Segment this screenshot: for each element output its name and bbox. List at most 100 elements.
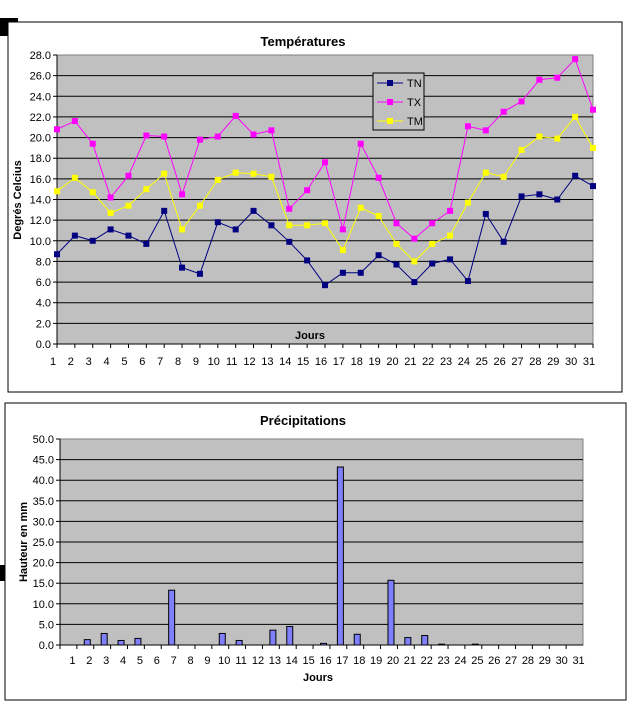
data-point-TN (196, 270, 203, 277)
x-tick-label: 25 (476, 356, 488, 368)
x-tick-label: 15 (303, 655, 315, 667)
y-tick-label: 45.0 (33, 455, 54, 467)
data-point-TX (89, 140, 96, 147)
x-tick-label: 3 (103, 655, 109, 667)
x-tick-label: 18 (353, 655, 365, 667)
data-point-TM (71, 174, 78, 181)
x-tick-label: 17 (333, 356, 345, 368)
data-point-TX (411, 235, 418, 242)
data-point-TM (411, 258, 418, 265)
x-tick-label: 31 (572, 655, 584, 667)
y-tick-label: 28.0 (30, 50, 51, 62)
x-tick-label: 2 (68, 356, 74, 368)
data-point-TN (107, 226, 114, 233)
x-tick-label: 6 (139, 356, 145, 368)
data-point-TN (447, 256, 454, 263)
data-point-TX (536, 76, 543, 83)
y-tick-label: 18.0 (30, 153, 51, 165)
y-tick-label: 30.0 (33, 516, 54, 528)
data-point-TM (143, 186, 150, 193)
data-point-TM (304, 222, 311, 229)
x-tick-label: 11 (235, 655, 246, 667)
y-tick-label: 50.0 (33, 434, 54, 446)
data-point-TX (179, 191, 186, 198)
data-point-TM (339, 247, 346, 254)
data-point-TX (232, 112, 239, 119)
x-tick-label: 20 (386, 356, 398, 368)
x-tick-label: 31 (583, 356, 595, 368)
x-tick-label: 18 (351, 356, 363, 368)
data-point-TN (125, 232, 132, 239)
y-tick-label: 4.0 (36, 298, 51, 310)
x-tick-label: 4 (104, 356, 110, 368)
x-tick-label: 13 (269, 655, 281, 667)
data-point-TN (464, 278, 471, 285)
x-tick-label: 19 (370, 655, 382, 667)
data-point-TX (500, 108, 507, 115)
data-point-TX (572, 56, 579, 63)
data-point-TM (500, 173, 507, 180)
x-tick-label: 27 (505, 655, 517, 667)
x-tick-label: 3 (86, 356, 92, 368)
data-point-TM (447, 232, 454, 239)
x-tick-label: 5 (137, 655, 143, 667)
data-point-TM (536, 133, 543, 140)
x-tick-label: 29 (539, 655, 551, 667)
data-point-TM (232, 169, 239, 176)
data-point-TX (357, 140, 364, 147)
y-tick-label: 0.0 (39, 640, 54, 652)
legend-label: TN (407, 78, 422, 90)
bar (269, 629, 277, 646)
x-tick-label: 12 (252, 655, 264, 667)
y-tick-label: 10.0 (33, 599, 54, 611)
data-point-TM (268, 173, 275, 180)
data-point-TM (89, 189, 96, 196)
bar (336, 466, 344, 646)
data-point-TM (322, 220, 328, 227)
data-point-TX (464, 123, 471, 130)
data-point-TN (518, 193, 525, 200)
data-point-TN (339, 269, 346, 276)
data-point-TX (322, 159, 328, 166)
data-point-TN (161, 207, 168, 214)
y-tick-label: 10.0 (30, 236, 51, 248)
bar (218, 632, 226, 646)
x-tick-label: 9 (193, 356, 199, 368)
y-tick-label: 8.0 (36, 256, 51, 268)
data-point-TX (286, 205, 293, 212)
x-tick-label: 29 (547, 356, 559, 368)
x-tick-label: 10 (208, 356, 220, 368)
data-point-TN (411, 279, 418, 286)
data-point-TN (304, 257, 311, 264)
data-point-TN (357, 269, 364, 276)
data-point-TM (375, 213, 382, 220)
data-point-TN (554, 196, 561, 203)
data-point-TX (339, 226, 346, 233)
x-tick-label: 17 (336, 655, 348, 667)
data-point-TX (518, 98, 525, 105)
y-axis-label: Degrés Celcius (12, 160, 24, 239)
x-tick-label: 21 (404, 356, 416, 368)
data-point-TM (107, 209, 114, 216)
data-point-TX (429, 220, 436, 227)
x-tick-label: 13 (261, 356, 273, 368)
y-tick-label: 2.0 (36, 318, 51, 330)
data-point-TN (375, 252, 382, 259)
data-point-TX (54, 126, 60, 133)
x-tick-label: 8 (187, 655, 193, 667)
data-point-TM (250, 170, 257, 177)
chart-title: Températures (260, 34, 345, 49)
data-point-TX (71, 118, 78, 125)
data-point-TM (518, 146, 525, 153)
x-tick-label: 30 (565, 356, 577, 368)
bar (404, 637, 412, 646)
data-point-TM (572, 113, 579, 120)
x-tick-label: 22 (421, 655, 433, 667)
x-tick-label: 23 (440, 356, 452, 368)
y-tick-label: 6.0 (36, 277, 51, 289)
data-point-TX (482, 127, 489, 134)
bar (100, 632, 108, 646)
y-tick-label: 5.0 (39, 619, 54, 631)
bar (387, 579, 395, 646)
x-tick-label: 1 (69, 655, 75, 667)
